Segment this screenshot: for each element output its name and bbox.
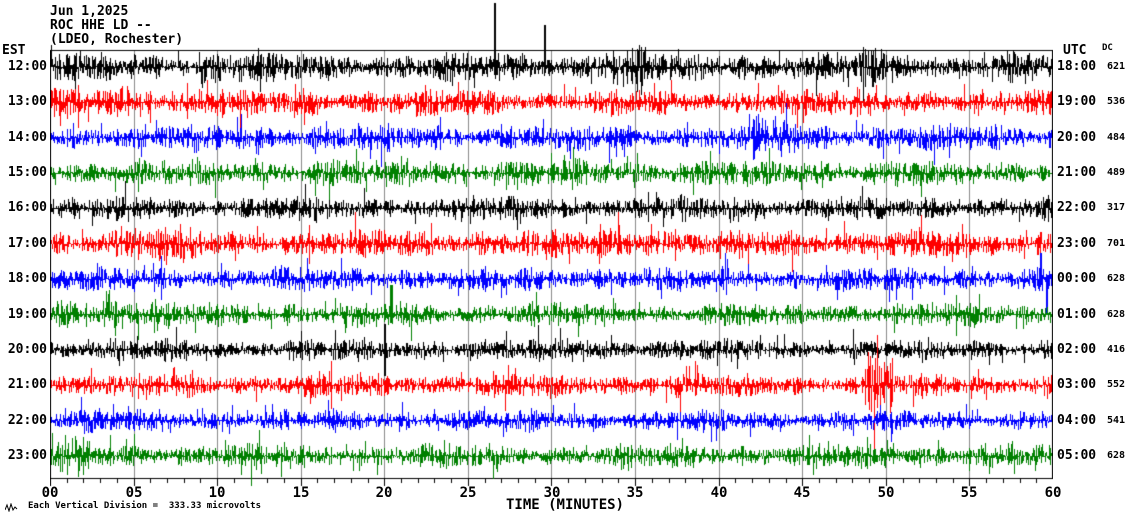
dc-value: 317 — [1106, 202, 1125, 213]
x-tick-label: 50 — [877, 485, 895, 501]
dc-value: 552 — [1106, 379, 1125, 390]
x-tick-label: 35 — [626, 485, 644, 501]
est-time-label: 17:00 — [7, 236, 47, 251]
dc-value: 489 — [1106, 167, 1125, 178]
dc-value: 484 — [1106, 132, 1125, 143]
header-location: (LDEO, Rochester) — [50, 32, 184, 47]
utc-time-label: 00:00 — [1057, 271, 1097, 286]
x-tick-label: 15 — [292, 485, 310, 501]
dc-value: 628 — [1106, 273, 1125, 284]
x-tick-label: 00 — [41, 485, 59, 501]
est-time-label: 22:00 — [7, 413, 47, 428]
utc-time-label: 18:00 — [1057, 59, 1097, 74]
x-tick-label: 60 — [1044, 485, 1062, 501]
x-tick-label: 10 — [208, 485, 226, 501]
est-time-label: 21:00 — [7, 377, 47, 392]
dc-value: 536 — [1106, 96, 1125, 107]
est-time-label: 20:00 — [7, 342, 47, 357]
dc-value: 541 — [1106, 415, 1125, 426]
dc-value: 416 — [1106, 344, 1125, 355]
dc-value: 701 — [1106, 238, 1125, 249]
utc-time-label: 05:00 — [1057, 448, 1097, 463]
x-tick-label: 20 — [375, 485, 393, 501]
seismogram-canvas — [50, 0, 1053, 495]
est-time-label: 12:00 — [7, 59, 47, 74]
utc-time-label: 01:00 — [1057, 307, 1097, 322]
est-time-label: 23:00 — [7, 448, 47, 463]
utc-time-label: 21:00 — [1057, 165, 1097, 180]
utc-time-label: 02:00 — [1057, 342, 1097, 357]
utc-axis-label: UTC — [1063, 43, 1087, 58]
x-axis-title: TIME (MINUTES) — [505, 497, 624, 513]
est-time-label: 15:00 — [7, 165, 47, 180]
utc-time-label: 04:00 — [1057, 413, 1097, 428]
footer-scale-note: Each Vertical Division = 333.33 microvol… — [28, 501, 261, 511]
micro-wave-glyph — [5, 503, 18, 512]
x-tick-label: 45 — [793, 485, 811, 501]
dc-value: 621 — [1106, 61, 1125, 72]
dc-value: 628 — [1106, 450, 1125, 461]
utc-time-label: 23:00 — [1057, 236, 1097, 251]
x-tick-label: 25 — [459, 485, 477, 501]
x-tick-label: 40 — [710, 485, 728, 501]
header-station: ROC HHE LD -- — [50, 18, 152, 33]
dc-value: 628 — [1106, 309, 1125, 320]
utc-time-label: 20:00 — [1057, 130, 1097, 145]
x-tick-label: 30 — [543, 485, 561, 501]
est-axis-label: EST — [2, 43, 26, 58]
utc-time-label: 03:00 — [1057, 377, 1097, 392]
utc-time-label: 22:00 — [1057, 200, 1097, 215]
est-time-label: 18:00 — [7, 271, 47, 286]
utc-time-label: 19:00 — [1057, 94, 1097, 109]
x-tick-label: 55 — [960, 485, 978, 501]
est-time-label: 19:00 — [7, 307, 47, 322]
est-time-label: 14:00 — [7, 130, 47, 145]
x-tick-label: 05 — [125, 485, 143, 501]
dc-axis-label: DC — [1102, 43, 1113, 53]
est-time-label: 16:00 — [7, 200, 47, 215]
header-date: Jun 1,2025 — [50, 4, 129, 19]
est-time-label: 13:00 — [7, 94, 47, 109]
